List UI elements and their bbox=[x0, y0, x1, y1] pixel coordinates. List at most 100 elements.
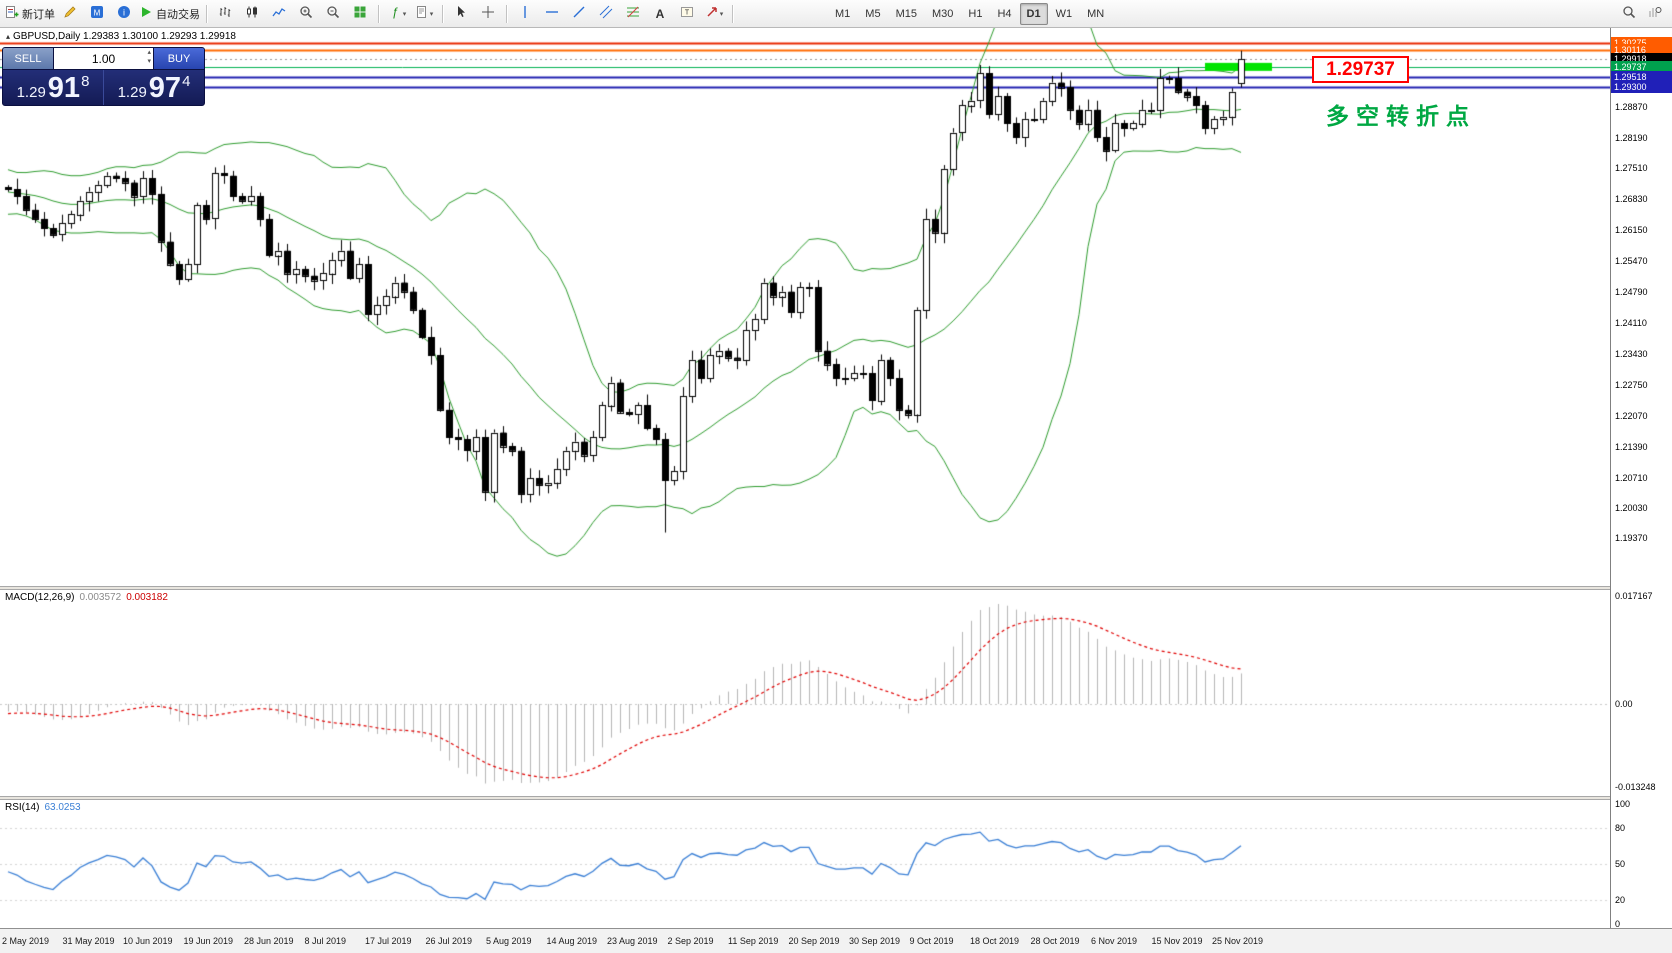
date-tick-label: 6 Nov 2019 bbox=[1091, 936, 1138, 946]
cursor-button[interactable] bbox=[448, 2, 474, 26]
volume-value: 1.00 bbox=[91, 51, 116, 66]
sell-price-display: 1.29 91 8 bbox=[3, 70, 104, 105]
price-axis[interactable]: 1.28870 1.28190 1.27510 1.26830 1.26150 1.254… bbox=[1610, 28, 1672, 929]
search-button[interactable] bbox=[1616, 2, 1642, 26]
rsi-panel-canvas[interactable] bbox=[0, 800, 1610, 928]
macd-panel-canvas[interactable] bbox=[0, 590, 1610, 796]
timeframe-h4-button[interactable]: H4 bbox=[997, 7, 1012, 20]
help-button[interactable]: i bbox=[111, 2, 137, 26]
tile-windows-button[interactable] bbox=[347, 2, 373, 26]
horizontal-line-button[interactable] bbox=[539, 2, 565, 26]
symbol-search-button[interactable] bbox=[1642, 2, 1668, 26]
price-tick-label: 1.24110 bbox=[1615, 318, 1647, 328]
arrows-tool-button[interactable]: ▾ bbox=[701, 2, 727, 26]
date-tick-label: 10 Jun 2019 bbox=[123, 936, 173, 946]
metaeditor-icon bbox=[63, 5, 77, 22]
timeframe-m30-button[interactable]: M30 bbox=[931, 7, 954, 20]
fibonacci-icon bbox=[626, 5, 640, 22]
text-tool-button[interactable]: A bbox=[647, 2, 673, 26]
volume-input[interactable]: 1.00 ▴ ▾ bbox=[54, 48, 153, 69]
panel-splitter[interactable] bbox=[0, 586, 1672, 590]
price-tick-label: 1.24790 bbox=[1615, 287, 1648, 298]
timeframe-d1-button[interactable]: D1 bbox=[1019, 2, 1048, 25]
price-tick-label: 1.21390 bbox=[1615, 441, 1648, 452]
date-tick-label: 23 Aug 2019 bbox=[607, 936, 658, 946]
chart-symbol-label: ▴ GBPUSD,Daily 1.29383 1.30100 1.29293 1.… bbox=[6, 31, 236, 42]
indicators-button[interactable]: ƒ ▾ bbox=[384, 2, 410, 26]
price-tick-label: 1.26150 bbox=[1615, 225, 1648, 236]
zoom-in-icon bbox=[299, 5, 313, 22]
sell-button[interactable]: SELL bbox=[3, 48, 54, 69]
date-tick-label: 20 Sep 2019 bbox=[788, 936, 840, 946]
date-tick-label: 28 Oct 2019 bbox=[1030, 936, 1080, 946]
arrows-tool-icon bbox=[705, 5, 719, 22]
new-order-button[interactable]: 新订单 bbox=[4, 2, 56, 26]
price-tick-label: 1.25470 bbox=[1615, 256, 1648, 267]
rsi-scale-label: 50 bbox=[1615, 859, 1626, 869]
timeframe-h1-button[interactable]: H1 bbox=[968, 7, 983, 20]
candlestick-chart-button[interactable] bbox=[239, 2, 265, 26]
bar-chart-button[interactable] bbox=[212, 2, 238, 26]
mql5-button[interactable]: M bbox=[84, 2, 110, 26]
price-tick-label: 1.28870 bbox=[1615, 101, 1648, 112]
date-tick-label: 9 Oct 2019 bbox=[909, 936, 954, 946]
autotrading-button[interactable]: 自动交易 bbox=[138, 2, 201, 26]
price-chart-canvas[interactable] bbox=[0, 28, 1610, 586]
collapse-marker-icon: ▴ bbox=[6, 32, 11, 41]
date-tick-label: 2 Sep 2019 bbox=[667, 936, 714, 946]
chevron-down-icon: ▾ bbox=[429, 10, 434, 18]
date-tick-label: 5 Aug 2019 bbox=[486, 936, 532, 946]
volume-up-button[interactable]: ▴ bbox=[147, 49, 151, 56]
timeframe-m1-button[interactable]: M1 bbox=[835, 7, 851, 20]
horizontal-line-icon bbox=[545, 5, 559, 22]
bid-big-digits: 91 bbox=[47, 72, 81, 104]
metaeditor-button[interactable] bbox=[57, 2, 83, 26]
templates-button[interactable]: ▾ bbox=[411, 2, 437, 26]
rsi-scale-label: 0 bbox=[1615, 919, 1621, 929]
rsi-scale-label: 80 bbox=[1615, 823, 1626, 833]
vertical-line-button[interactable] bbox=[512, 2, 538, 26]
toolbar-separator bbox=[506, 4, 507, 23]
chevron-down-icon: ▾ bbox=[402, 10, 407, 18]
price-tick-label: 1.26830 bbox=[1615, 194, 1648, 205]
macd-scale-label: 0.00 bbox=[1615, 699, 1633, 709]
date-axis[interactable]: 2 May 2019 31 May 2019 10 Jun 2019 19 Jun 2… bbox=[0, 928, 1672, 953]
mql5-icon: M bbox=[90, 5, 104, 22]
timeframe-m5-button[interactable]: M5 bbox=[865, 7, 881, 20]
price-tick-label: 1.20710 bbox=[1615, 472, 1648, 483]
buy-button[interactable]: BUY bbox=[153, 48, 204, 69]
timeframe-m15-button[interactable]: M15 bbox=[895, 7, 917, 20]
price-annotation-box: 1.29737 bbox=[1312, 56, 1409, 83]
price-tick-label: 1.19370 bbox=[1615, 533, 1648, 544]
text-label-icon: T bbox=[680, 5, 694, 22]
main-toolbar: 新订单 M i 自动交易 ƒ ▾ ▾ A T ▾ M1 M5 M15 M30 H1 H4 D1… bbox=[0, 0, 1672, 28]
svg-text:T: T bbox=[685, 10, 690, 17]
crosshair-icon bbox=[481, 5, 495, 22]
date-tick-label: 2 May 2019 bbox=[2, 936, 50, 946]
timeframe-w1-button[interactable]: W1 bbox=[1055, 7, 1073, 20]
svg-text:i: i bbox=[123, 8, 125, 18]
indicators-icon: ƒ bbox=[388, 5, 402, 22]
price-tick-label: 1.22070 bbox=[1615, 410, 1648, 421]
new-order-icon bbox=[5, 5, 19, 22]
zoom-out-icon bbox=[326, 5, 340, 22]
volume-down-button[interactable]: ▾ bbox=[147, 58, 151, 65]
toolbar-separator bbox=[206, 4, 207, 23]
fibonacci-button[interactable] bbox=[620, 2, 646, 26]
crosshair-button[interactable] bbox=[475, 2, 501, 26]
timeframe-mn-button[interactable]: MN bbox=[1087, 7, 1105, 20]
toolbar-separator bbox=[442, 4, 443, 23]
zoom-in-button[interactable] bbox=[293, 2, 319, 26]
search-icon bbox=[1622, 5, 1636, 22]
equidistant-channel-button[interactable] bbox=[593, 2, 619, 26]
text-label-button[interactable]: T bbox=[674, 2, 700, 26]
turning-point-annotation: 多空转折点 bbox=[1326, 103, 1476, 129]
line-chart-button[interactable] bbox=[266, 2, 292, 26]
price-tick-label: 1.22750 bbox=[1615, 379, 1648, 390]
trendline-button[interactable] bbox=[566, 2, 592, 26]
vertical-line-icon bbox=[518, 5, 532, 22]
symbol-ohlc-text: GBPUSD,Daily 1.29383 1.30100 1.29293 1.2… bbox=[13, 31, 236, 42]
rsi-value: 63.0253 bbox=[44, 802, 81, 813]
zoom-out-button[interactable] bbox=[320, 2, 346, 26]
panel-splitter[interactable] bbox=[0, 796, 1672, 800]
